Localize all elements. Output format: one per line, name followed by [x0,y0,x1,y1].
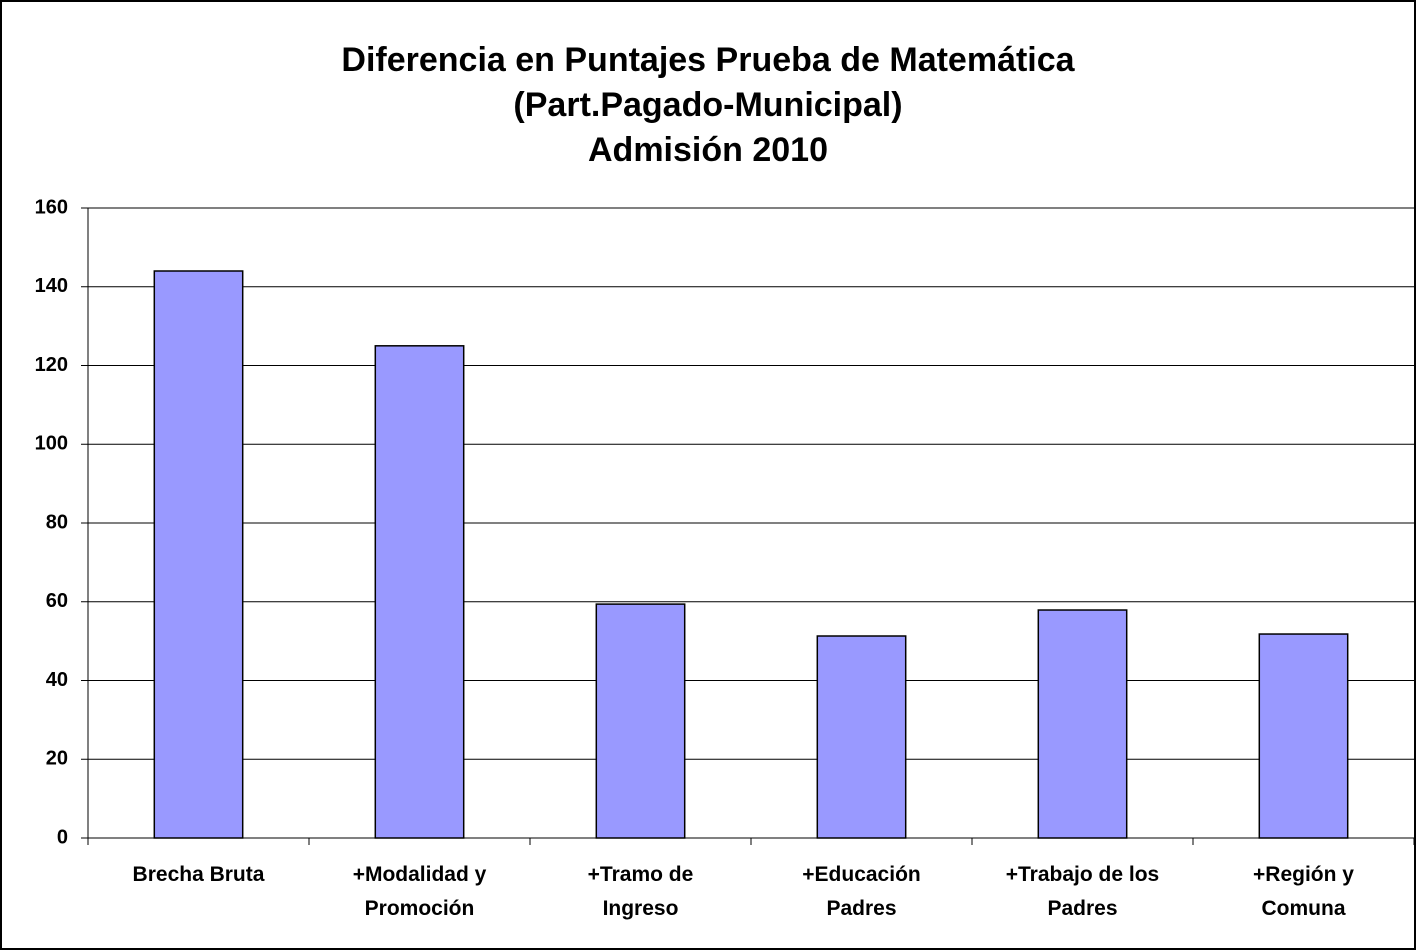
y-tick-label: 0 [57,826,68,848]
x-tick-label: +Modalidad y Promoción [352,863,487,920]
chart-title: Diferencia en Puntajes Prueba de Matemát… [341,41,1075,169]
bar [153,270,244,839]
bar [816,635,907,839]
y-tick-label: 40 [46,669,68,691]
y-tick-label: 80 [46,511,68,533]
x-tick-label: +Tramo de Ingreso [587,863,694,920]
y-tick-label: 120 [35,354,68,376]
x-tick-label: Brecha Bruta [132,863,265,886]
bar [1258,633,1349,839]
y-tick-label: 160 [35,196,68,218]
x-tick-label: +Región y Comuna [1253,863,1354,920]
bar [374,345,465,839]
y-tick-label: 60 [46,590,68,612]
y-tick-label: 140 [35,275,68,297]
bar [1037,609,1128,839]
y-tick-label: 100 [35,433,68,455]
x-tick-label: +Educación Padres [802,863,921,920]
x-tick-label: +Trabajo de los Padres [1005,863,1160,920]
y-tick-label: 20 [46,748,68,770]
bar [595,603,686,839]
